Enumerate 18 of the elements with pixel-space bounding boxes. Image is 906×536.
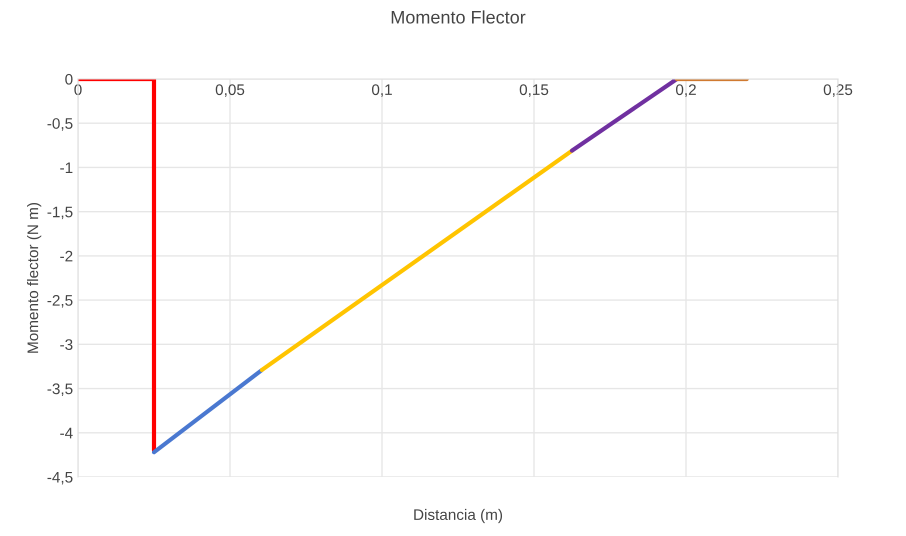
y-tick-label: -0,5 <box>47 118 72 131</box>
y-tick-label: -2,5 <box>47 294 72 308</box>
x-tick-label: 0,25 <box>824 84 852 97</box>
y-tick-label: 0 <box>65 74 73 85</box>
x-tick-label: 0,15 <box>520 84 548 97</box>
chart-title: Momento Flector <box>392 10 526 24</box>
y-tick-label: -4 <box>60 428 73 438</box>
x-tick-label: 0,1 <box>372 84 392 97</box>
y-tick-label: -4,5 <box>47 472 72 484</box>
x-axis-title: Distancia (m) <box>414 508 502 524</box>
x-tick-label: 0,2 <box>676 84 696 97</box>
x-tick-label: 0,05 <box>216 84 244 97</box>
y-tick-label: -2 <box>60 250 72 262</box>
y-tick-label: -3 <box>60 339 72 350</box>
y-axis-title: Momento flector (N m) <box>27 202 42 353</box>
y-tick-label: -3,5 <box>47 383 72 396</box>
y-tick-label: -1 <box>60 162 72 173</box>
y-tick-label: -1,5 <box>47 206 72 220</box>
